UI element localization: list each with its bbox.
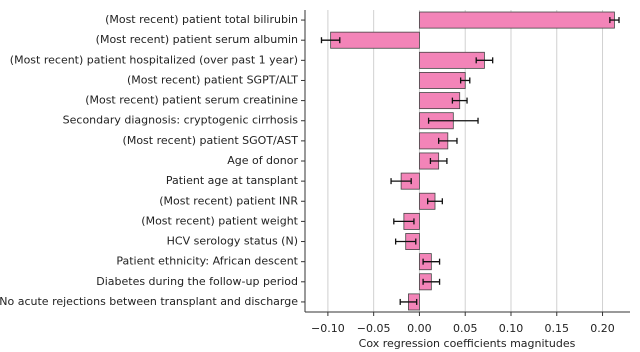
y-tick-label: No acute rejections between transplant a… (0, 295, 298, 308)
x-tick-label: −0.10 (311, 322, 345, 335)
bar (419, 11, 615, 29)
y-tick-label: (Most recent) patient INR (159, 194, 298, 207)
y-tick-label: Secondary diagnosis: cryptogenic cirrhos… (63, 114, 299, 127)
y-tick-label: (Most recent) patient SGPT/ALT (127, 73, 298, 86)
y-tick-label: HCV serology status (N) (167, 235, 298, 248)
y-tick-label: Age of donor (227, 154, 298, 167)
y-tick-label: (Most recent) patient serum creatinine (85, 94, 298, 107)
y-tick-label: (Most recent) patient serum albumin (96, 33, 298, 46)
x-tick-label: 0.15 (545, 322, 570, 335)
x-tick-label: 0.00 (407, 322, 432, 335)
x-tick-label: 0.05 (453, 322, 478, 335)
y-tick-label: Patient ethnicity: African descent (116, 255, 298, 268)
y-tick-label: Diabetes during the follow-up period (96, 275, 298, 288)
y-tick-label: (Most recent) patient SGOT/AST (123, 134, 299, 147)
x-tick-label: 0.10 (499, 322, 524, 335)
x-tick-label: −0.05 (357, 322, 391, 335)
y-tick-label: (Most recent) patient hospitalized (over… (10, 53, 298, 66)
bar (419, 51, 485, 69)
x-tick-label: 0.20 (590, 322, 615, 335)
bar (419, 72, 466, 89)
y-tick-label: Patient age at tansplant (166, 174, 299, 187)
x-axis-label: Cox regression coefficients magnitudes (359, 337, 576, 350)
y-tick-label: (Most recent) patient weight (141, 214, 298, 227)
y-tick-label: (Most recent) patient total bilirubin (105, 13, 298, 26)
bar (330, 31, 420, 49)
